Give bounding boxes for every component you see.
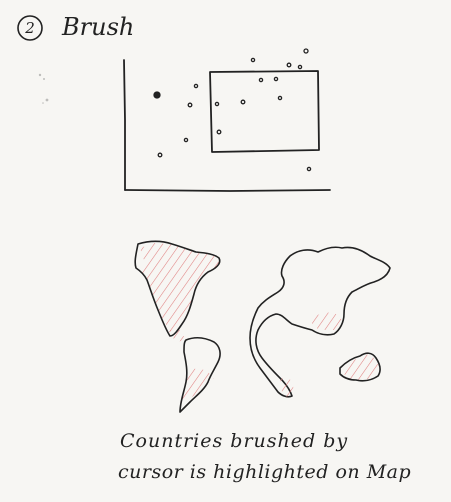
caption-line-2: cursor is highlighted on Map	[118, 461, 411, 483]
scatter-point	[183, 137, 189, 143]
sketch-title: Brush	[61, 13, 134, 41]
scatter-point	[258, 77, 264, 83]
world-map	[134, 240, 391, 413]
scatter-point	[153, 91, 161, 99]
scatter-point	[250, 57, 256, 63]
scatter-point	[306, 166, 312, 172]
x-axis	[124, 189, 331, 192]
step-number: 2	[24, 19, 35, 37]
scatter-point	[216, 129, 222, 135]
scatter-point	[187, 102, 193, 108]
scatter-point	[286, 62, 292, 68]
y-axis	[123, 59, 126, 191]
scatter-point	[297, 64, 303, 70]
scatter-point	[193, 83, 199, 89]
north-america	[134, 240, 221, 337]
scatter-point	[277, 95, 283, 101]
south-america	[179, 337, 221, 413]
caption-line-1: Countries brushed by	[120, 430, 348, 452]
scatter-point	[157, 152, 163, 158]
scatter-point	[214, 101, 220, 107]
scatter-plot	[123, 48, 331, 192]
scatter-point	[273, 76, 279, 82]
scatter-points	[153, 48, 312, 172]
step-number-circle	[17, 15, 43, 41]
step-header: 2 Brush	[17, 13, 134, 41]
brush-rectangle[interactable]	[209, 70, 320, 153]
eurasia	[249, 246, 391, 398]
caption: Countries brushed by cursor is highlight…	[118, 430, 411, 483]
scatter-point	[240, 99, 246, 105]
central-america-highlight	[168, 330, 186, 342]
australia	[339, 352, 381, 382]
paper-smudges	[38, 73, 49, 104]
scatter-point	[303, 48, 309, 54]
south-africa-highlight	[280, 378, 294, 398]
